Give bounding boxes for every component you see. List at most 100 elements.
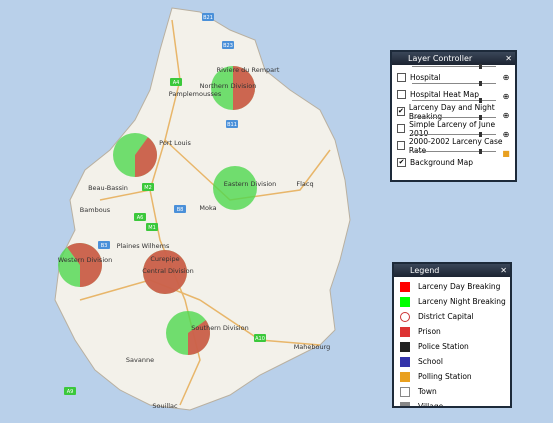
layer-name: Simple Larceny of June 2010 (409, 119, 496, 138)
place-label: Bambous (80, 206, 111, 214)
legend-label: Police Station (418, 342, 469, 351)
place-label: Savanne (126, 356, 154, 364)
legend-icon (400, 281, 410, 292)
road-shield (174, 205, 186, 213)
legend-icon (400, 356, 410, 367)
nav-buttons[interactable]: ⊕ ⊕ ⊕ ⊕ ■ (502, 73, 510, 158)
road-shield (142, 183, 154, 191)
layer-checkbox[interactable] (397, 141, 405, 150)
place-label: Beau-Bassin (88, 184, 128, 192)
layer-row: ✔ Background Map (392, 149, 504, 171)
panel-header: Legend ✕ (394, 264, 510, 277)
place-label: Souillac (152, 402, 178, 410)
layer-row: Simple Larceny of June 2010 (392, 115, 504, 138)
layer-row: Hospital Heat Map (392, 81, 504, 103)
place-label: Port Louis (159, 139, 191, 147)
place-label: Moka (199, 204, 216, 212)
legend-item: Prison (394, 324, 510, 339)
place-label: Southern Division (191, 324, 248, 332)
layer-row: ✔ Larceny Day and Night Breaking (392, 98, 504, 121)
legend-label: Prison (418, 327, 441, 336)
opacity-slider (412, 98, 496, 103)
legend-icon (400, 401, 410, 406)
layer-checkbox[interactable] (397, 73, 406, 82)
road-label: M1 (148, 225, 156, 231)
place-label: Northern Division (200, 82, 257, 90)
road-label: A6 (137, 215, 144, 221)
road-shield (254, 334, 266, 342)
road-shield (64, 387, 76, 395)
legend-item: Larceny Day Breaking (394, 279, 510, 294)
place-label: Mahebourg (294, 343, 331, 351)
place-label: Plaines Wilhems (117, 242, 170, 250)
road-shield (202, 13, 214, 21)
road-label: B11 (227, 122, 237, 128)
road-label: M2 (144, 185, 152, 191)
legend-label: School (418, 357, 443, 366)
legend-item: Larceny Night Breaking (394, 294, 510, 309)
layer-checkbox[interactable] (397, 124, 406, 133)
legend-label: Town (418, 387, 437, 396)
island (54, 7, 351, 411)
opacity-slider (412, 115, 496, 120)
legend-icon (400, 326, 410, 337)
layer-row: Hospital (392, 64, 504, 86)
legend-icon (400, 386, 410, 397)
layer-name: Background Map (410, 158, 473, 167)
place-label: Pamplemousses (169, 90, 222, 98)
opacity-slider (412, 132, 496, 137)
road-label: B23 (223, 43, 233, 49)
legend-item: Village (394, 399, 510, 408)
layer-name: Hospital Heat Map (410, 90, 479, 99)
legend-icon (400, 311, 410, 322)
legend-label: Village (418, 402, 444, 408)
panel-title: Legend (410, 266, 440, 275)
road-label: A10 (255, 336, 265, 342)
slider-thumb (479, 98, 483, 103)
road-label: A9 (67, 389, 74, 395)
pie-red (233, 66, 255, 110)
pie-red (135, 137, 158, 177)
place-label: Eastern Division (224, 180, 277, 188)
road-shield (222, 41, 234, 49)
place-label: Riviere du Rempart (217, 66, 280, 74)
panel-header: Layer Controller ✕ (392, 52, 515, 65)
layer-name: 2000-2002 Larceny Case Rate (408, 136, 503, 155)
legend-item: District Capital (394, 309, 510, 324)
layer-controller: Layer Controller ✕ Hospital Hospital Heat … (390, 50, 517, 182)
legend-icon (400, 296, 410, 307)
legend-item: Polling Station (394, 369, 510, 384)
slider-thumb (479, 64, 483, 69)
slider-thumb (479, 149, 483, 154)
opacity-slider (412, 149, 496, 154)
legend-icon (400, 371, 410, 382)
legend-item: Police Station (394, 339, 510, 354)
place-label: Western Division (58, 256, 112, 264)
legend-label: District Capital (418, 312, 474, 321)
place-label: Flacq (296, 180, 313, 188)
layer-row: 2000-2002 Larceny Case Rate (392, 132, 504, 155)
legend-icon (400, 341, 410, 352)
road-shield (98, 241, 110, 249)
layer-checkbox[interactable]: ✔ (397, 107, 405, 116)
layer-checkbox[interactable]: ✔ (397, 158, 406, 167)
panel-title: Layer Controller (408, 54, 473, 63)
road-shield (170, 78, 182, 86)
slider-thumb (479, 81, 483, 86)
opacity-slider (412, 64, 496, 69)
opacity-slider (412, 81, 496, 86)
place-label: Central Division (142, 267, 194, 275)
pie-red (143, 250, 187, 294)
road-shield (226, 120, 238, 128)
pie-red (67, 243, 102, 287)
place-label: Curepipe (150, 255, 179, 263)
road-shield (134, 213, 146, 221)
slider-thumb (479, 115, 483, 120)
road-label: B3 (101, 243, 108, 249)
layer-name: Larceny Day and Night Breaking (408, 102, 495, 121)
slider-thumb (479, 132, 483, 137)
pie-red (188, 320, 210, 355)
layer-checkbox[interactable] (397, 90, 406, 99)
legend-label: Polling Station (418, 372, 472, 381)
road-label: B21 (203, 15, 213, 21)
